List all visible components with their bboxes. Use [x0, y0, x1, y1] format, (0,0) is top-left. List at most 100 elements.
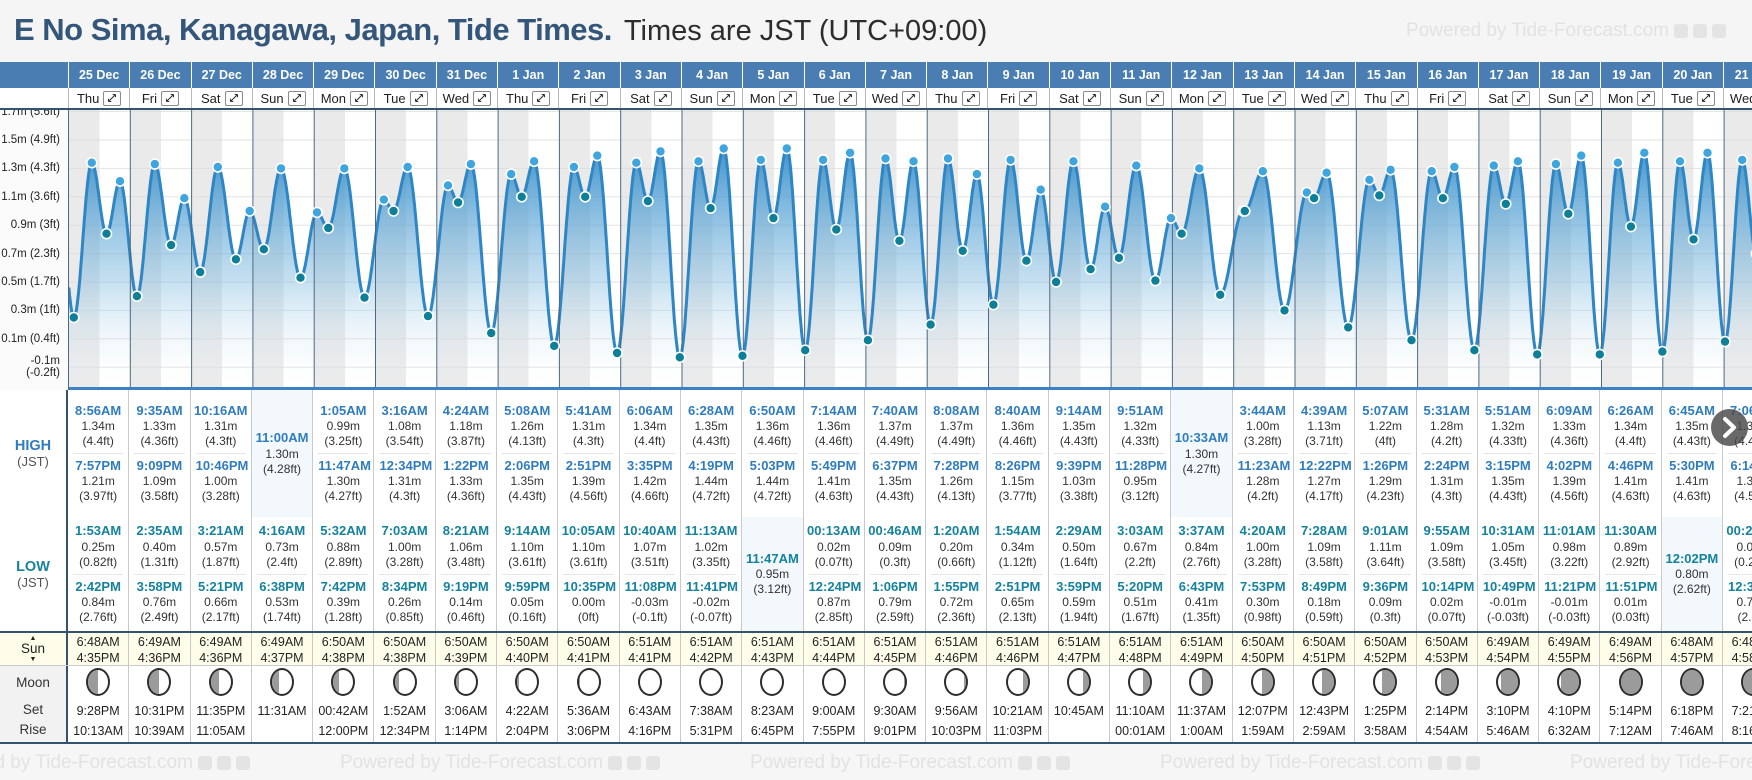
sun-cell: 6:51AM 4:45PM [865, 633, 927, 665]
expand-day-button[interactable] [1082, 90, 1101, 106]
moonrise-time: 12:00PM [318, 724, 369, 738]
expand-day-button[interactable] [902, 90, 921, 106]
expand-day-button[interactable] [590, 90, 609, 106]
watermark: Powered by Tide-Forecast.com [1570, 752, 1752, 774]
tide-height-ft: (2.89ft) [324, 554, 363, 569]
moon-cell [987, 666, 1049, 698]
tide-time: 3:59PM [1056, 578, 1102, 594]
expand-day-button[interactable] [1637, 90, 1656, 106]
tide-time: 11:47AM [746, 550, 799, 566]
sunrise-time: 6:50AM [1302, 635, 1346, 649]
moon-phase-fill [1023, 670, 1028, 694]
expand-day-button[interactable] [1208, 90, 1227, 106]
expand-day-button[interactable] [1390, 90, 1409, 106]
expand-day-button[interactable] [1511, 90, 1530, 106]
expand-day-button[interactable] [1448, 90, 1467, 106]
moon-set-rise-cell: 9:00AM 7:55PM [804, 698, 865, 742]
tide-height-m: 0.08m [1736, 539, 1752, 554]
low-tide-marker [1562, 208, 1575, 220]
moon-phase-fill [578, 670, 580, 694]
expand-day-button[interactable] [473, 90, 492, 106]
expand-icon [292, 93, 301, 103]
weekday-cell: Fri [1416, 88, 1478, 108]
tide-time: 11:21PM [1544, 578, 1597, 594]
high-tide-marker [817, 154, 829, 166]
tide-height-ft: (4.3ft) [388, 489, 421, 504]
tide-time: 9:55AM [1423, 523, 1470, 539]
low-tide-cell: 8:21AM 1.06m (3.48ft) 9:19PM 0.14m (0.46ft) [436, 517, 498, 631]
sunrise-time: 6:51AM [996, 635, 1040, 649]
expand-day-button[interactable] [532, 90, 551, 106]
next-days-button[interactable] [1711, 409, 1748, 446]
tide-height-ft: (0.66ft) [937, 554, 976, 569]
watermark: Powered by Tide-Forecast.com [340, 752, 660, 774]
tide-height-ft: (2.2ft) [1124, 554, 1156, 569]
moonrise-time: 3:06PM [566, 724, 611, 738]
tide-height-ft: (3.12ft) [753, 582, 792, 597]
tide-height-ft: (2.76ft) [79, 609, 118, 624]
tide-height-ft: (0.46ft) [446, 609, 485, 624]
tide-time: 8:08AM [933, 402, 980, 418]
expand-day-button[interactable] [161, 90, 180, 106]
expand-day-button[interactable] [1019, 90, 1038, 106]
expand-day-button[interactable] [838, 90, 857, 106]
tide-time: 1:53AM [75, 523, 122, 539]
high-tide-event: 11:23AM 1.28m (4.2ft) [1237, 453, 1290, 508]
high-tide-event: 4:46PM 1.41m (4.63ft) [1605, 453, 1656, 508]
tide-height-ft: (3.25ft) [324, 434, 363, 448]
expand-day-button[interactable] [224, 90, 243, 106]
expand-day-button[interactable] [349, 90, 368, 106]
expand-icon [1701, 93, 1710, 103]
expand-day-button[interactable] [716, 90, 735, 106]
tide-height-m: 1.08m [387, 419, 422, 433]
tide-height-ft: (3.45ft) [1488, 554, 1527, 569]
low-tide-marker [924, 318, 937, 331]
high-tide-event: 6:14PM1.38m(4.53ft) [1728, 453, 1752, 508]
tide-height-m: 1.10m [571, 539, 606, 554]
sun-cell: 6:50AM 4:38PM [374, 633, 436, 665]
tide-height-m: 1.35m [1062, 419, 1096, 433]
low-tide-event: 3:21AM 0.57m (1.87ft) [191, 519, 251, 573]
moonset-time: 9:56AM [934, 704, 978, 718]
expand-day-button[interactable] [1574, 90, 1593, 106]
expand-day-button[interactable] [1331, 90, 1350, 106]
tide-height-ft: (4.4ft) [82, 434, 114, 448]
moon-set-rise-cell: 3:10PM 5:46AM [1478, 698, 1540, 742]
expand-day-button[interactable] [653, 90, 672, 106]
expand-day-button[interactable] [961, 90, 980, 106]
tide-height-ft: (3.58ft) [1427, 554, 1466, 569]
expand-day-button[interactable] [103, 90, 122, 106]
tide-height-ft: (0.98ft) [1243, 609, 1282, 624]
expand-day-button[interactable] [287, 90, 306, 106]
tide-height-m: 0.99m [326, 419, 361, 433]
sun-label: Sun [20, 641, 46, 657]
high-tide-marker [1034, 183, 1047, 196]
sunrise-time: 6:49AM [199, 635, 243, 649]
tide-height-m: 0.89m [1613, 539, 1648, 554]
tide-time: 3:03AM [1117, 523, 1164, 539]
tide-height-m: 0.00m [571, 594, 606, 609]
low-tide-marker [230, 253, 242, 266]
tide-height-ft: (3.48ft) [446, 554, 485, 569]
tide-height-m: 1.34m [633, 419, 667, 433]
low-tide-cell: 3:03AM 0.67m (2.2ft) 5:20PM 0.51m (1.67ft) [1110, 517, 1172, 631]
moon-cell [1600, 666, 1662, 698]
expand-day-button[interactable] [409, 90, 428, 106]
tide-time: 9:01AM [1362, 523, 1409, 539]
tide-height-ft: (2.85ft) [814, 609, 853, 624]
sunrise-time: 6:51AM [628, 635, 672, 649]
tide-time: 6:14PM [1730, 458, 1752, 473]
tide-height-m: 1.39m [1552, 474, 1586, 489]
moonrise-time: 8:16AM [1731, 724, 1752, 738]
moon-phase-icon [515, 668, 540, 696]
tide-time: 11:08PM [624, 578, 677, 594]
tide-height-m: 0.70m [1736, 594, 1752, 609]
expand-day-button[interactable] [1696, 90, 1715, 106]
expand-icon [966, 93, 975, 103]
expand-day-button[interactable] [1145, 90, 1164, 106]
date-header: 31 Dec [435, 62, 497, 88]
y-axis-label: 1.1m (3.6ft) [1, 190, 60, 203]
expand-day-button[interactable] [1267, 90, 1286, 106]
expand-day-button[interactable] [779, 90, 798, 106]
high-tide-marker [591, 149, 604, 162]
